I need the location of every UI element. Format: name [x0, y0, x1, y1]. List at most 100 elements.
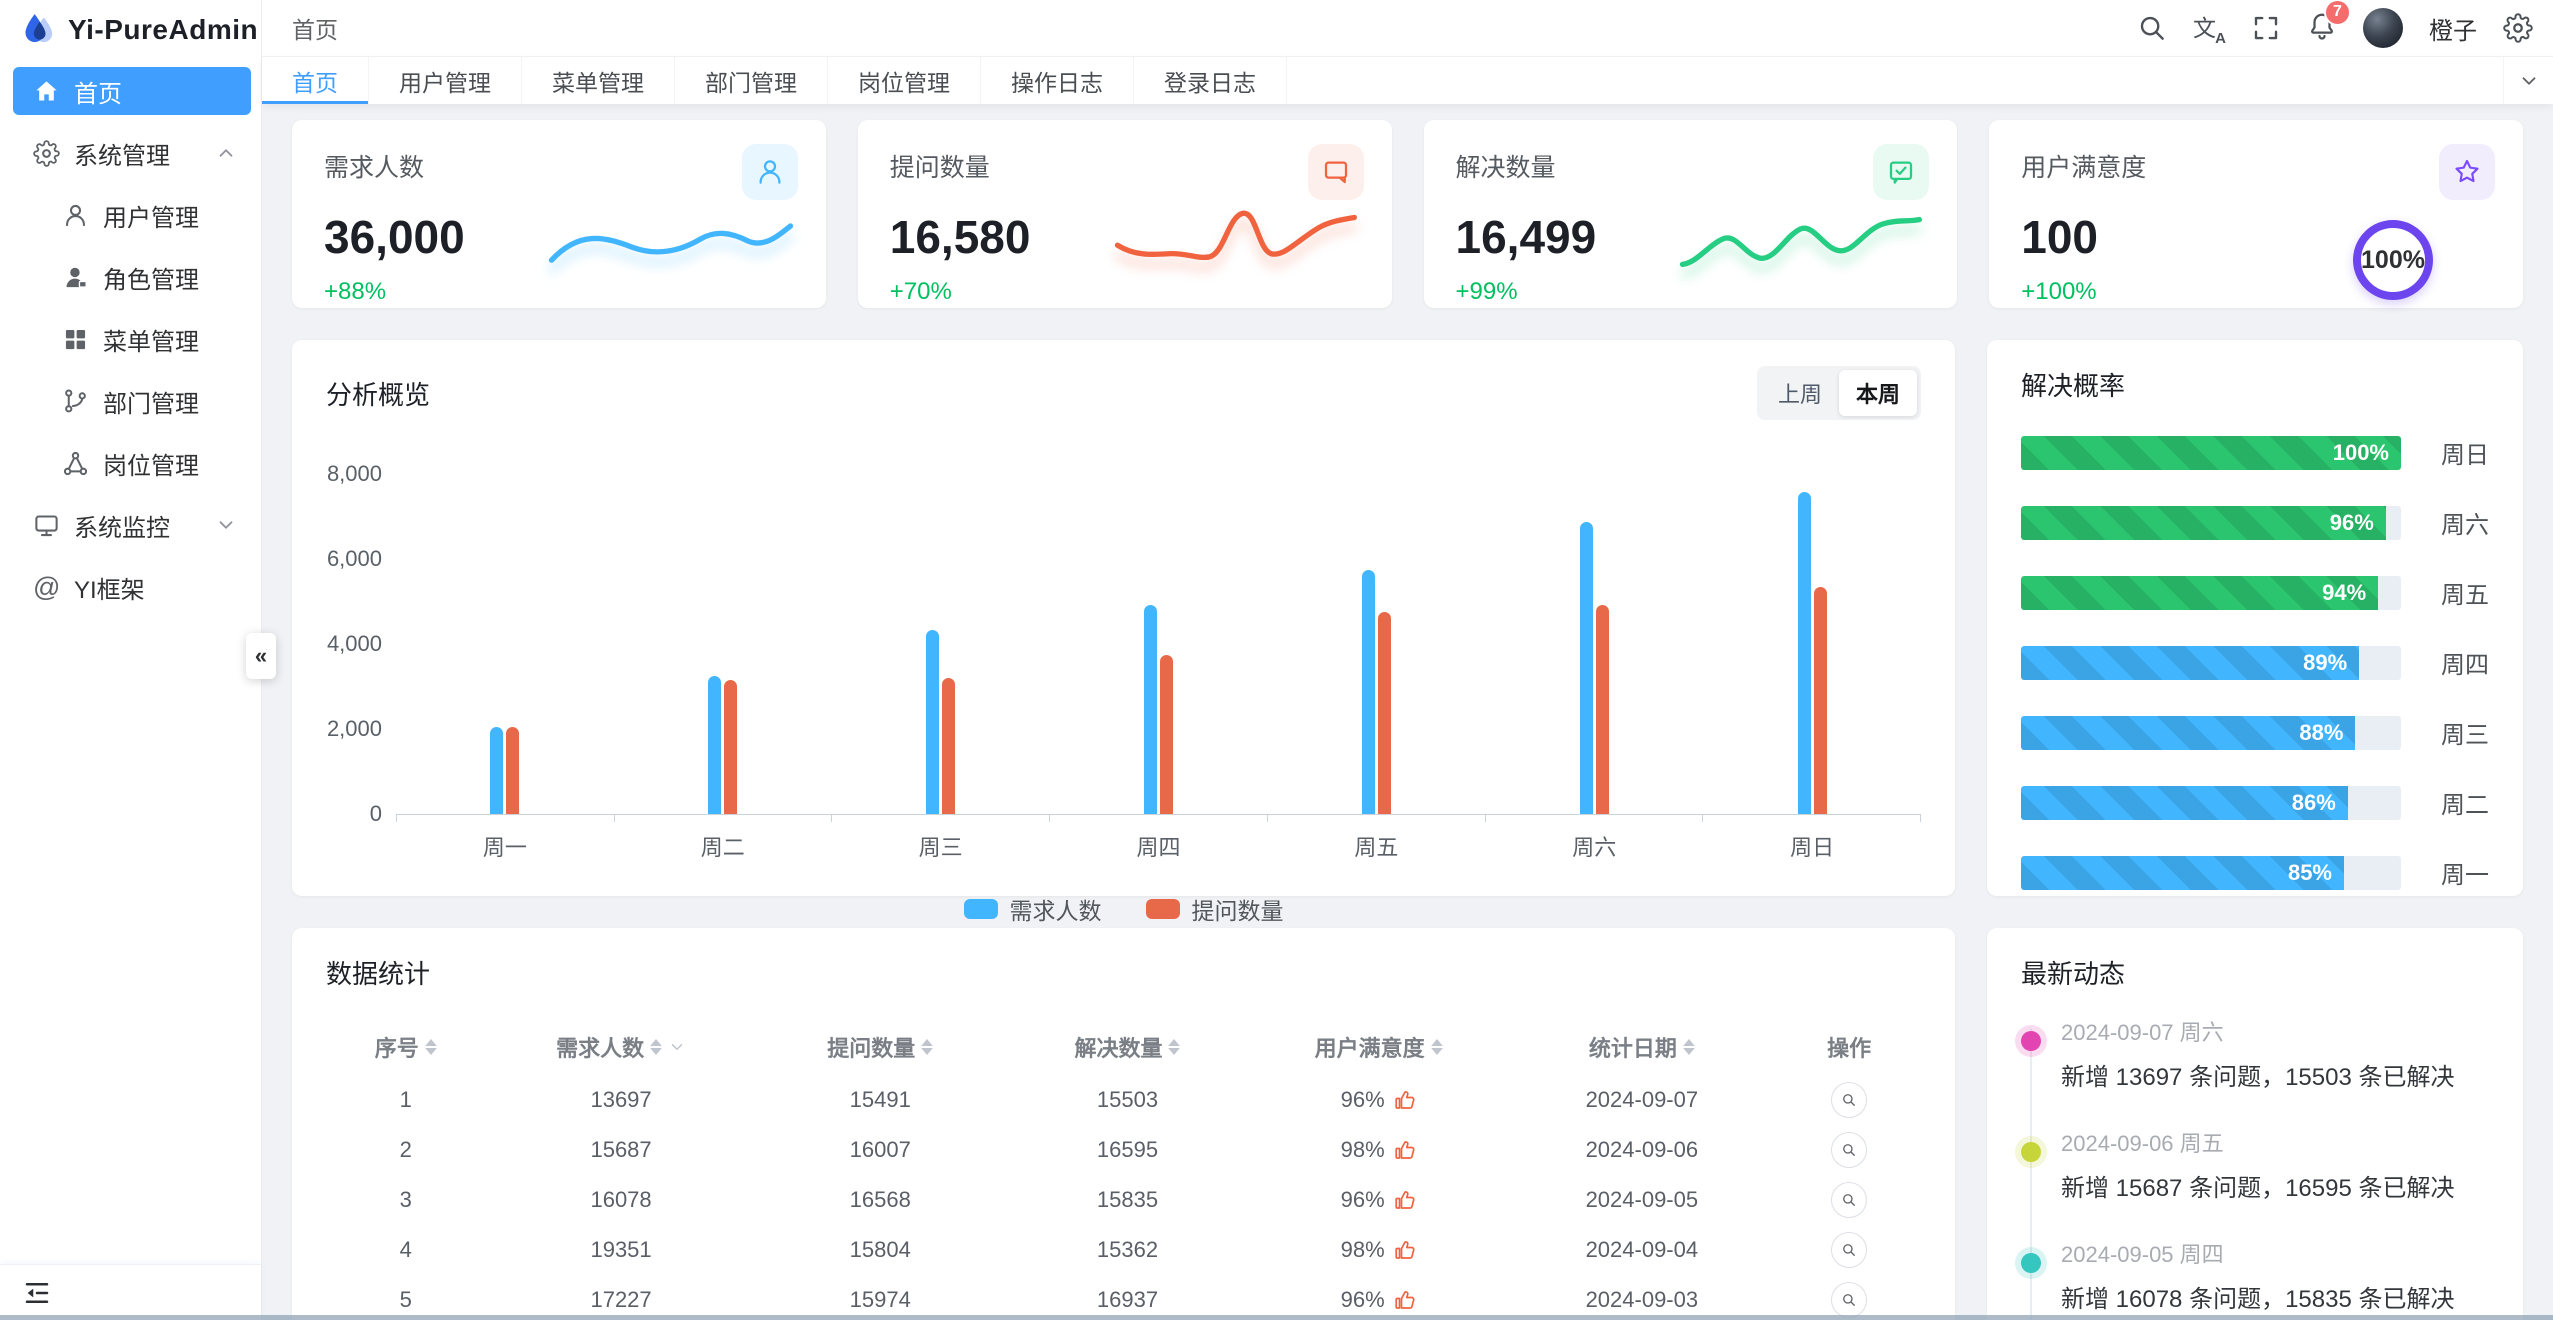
column-header-demand[interactable]: 需求人数 — [486, 1031, 757, 1063]
row-search-button[interactable] — [1831, 1232, 1868, 1268]
sidebar-item-label: 首页 — [74, 80, 122, 108]
tab-home[interactable]: 首页 — [262, 57, 369, 104]
panel-title: 分析概览 — [326, 379, 431, 410]
logo[interactable]: Yi-PureAdmin — [0, 0, 261, 60]
column-header-operation: 操作 — [1827, 1036, 1872, 1061]
sidebar-item-user-management[interactable]: 用户管理 — [0, 184, 261, 246]
grid-icon — [62, 326, 89, 353]
sidebar-item-menu-management[interactable]: 菜单管理 — [0, 308, 261, 370]
column-header-index[interactable]: 序号 — [326, 1031, 486, 1063]
last-week-button[interactable]: 上周 — [1761, 370, 1839, 416]
progress-label: 周日 — [2441, 442, 2489, 469]
tabs-dropdown-button[interactable] — [2503, 57, 2553, 104]
y-tick: 2,000 — [326, 716, 382, 741]
this-week-button[interactable]: 本周 — [1838, 370, 1917, 416]
sparkline-chart — [548, 223, 793, 263]
table-row: 5 17227 15974 16937 96% 2024-09-03 — [326, 1275, 1921, 1320]
probability-list: 100% 周日 96% 周六 94% 周五 89% — [2021, 435, 2489, 890]
bar — [708, 676, 722, 814]
sidebar-group-system-monitor[interactable]: 系统监控 — [0, 494, 261, 556]
username[interactable]: 橙子 — [2429, 17, 2477, 45]
axis-tick — [1486, 815, 1704, 822]
bar-chart: 8,000 6,000 4,000 2,000 0 周一 周二 周三 周四 周五 周六 周日 — [326, 461, 1922, 862]
x-axis-label: 周日 — [1790, 835, 1835, 860]
avatar[interactable] — [2363, 8, 2403, 48]
sparkline-chart — [1114, 210, 1357, 261]
bar — [1579, 522, 1593, 814]
stat-card-delta: +99% — [1455, 278, 1518, 305]
prob-row: 96% 周六 — [2021, 505, 2489, 540]
panel-title: 解决概率 — [2021, 371, 2126, 401]
notification-badge: 7 — [2324, 0, 2351, 26]
bottom-row: 数据统计 序号 需求人数 提问数量 解决数量 用户满意度 统计日期 操作 — [292, 928, 2523, 1320]
timeline-date: 2024-09-05 周四 — [2061, 1242, 2224, 1267]
settings-gear-icon[interactable] — [2503, 13, 2533, 43]
row-search-button[interactable] — [1831, 1082, 1868, 1118]
legend-label: 提问数量 — [1191, 898, 1284, 924]
sidebar-item-post-management[interactable]: 岗位管理 — [0, 432, 261, 494]
cell-solved: 15503 — [1096, 1087, 1159, 1112]
sidebar-item-home[interactable]: 首页 — [13, 67, 251, 115]
cell-demand: 13697 — [590, 1087, 652, 1112]
legend-label: 需求人数 — [1009, 898, 1102, 924]
analysis-overview-panel: 分析概览 上周 本周 8,000 6,000 4,000 2,000 0 — [292, 340, 1955, 924]
cell-index: 2 — [399, 1137, 412, 1162]
column-header-solved[interactable]: 解决数量 — [1004, 1031, 1251, 1063]
timeline-dot — [2021, 1031, 2041, 1051]
tab-login-log[interactable]: 登录日志 — [1134, 57, 1287, 104]
magnifier-icon — [1840, 1091, 1858, 1109]
fold-sidebar-icon[interactable] — [22, 1278, 52, 1308]
tab-user-management[interactable]: 用户管理 — [369, 57, 522, 104]
bar-group-2 — [614, 474, 832, 814]
bar — [1144, 605, 1157, 814]
prob-row: 88% 周三 — [2021, 715, 2489, 750]
bar — [490, 727, 504, 814]
cell-date: 2024-09-05 — [1585, 1187, 1699, 1212]
tab-menu-management[interactable]: 菜单管理 — [522, 57, 675, 104]
stat-card-value: 16,499 — [1455, 211, 1597, 263]
progress-value: 96% — [2329, 509, 2374, 535]
stat-cards-row: 需求人数 36,000 +88% 提问数量 16,580 +70% 解决数量 — [292, 120, 2523, 308]
tab-post-management[interactable]: 岗位管理 — [828, 57, 981, 104]
translate-icon[interactable]: 文 A — [2193, 15, 2226, 47]
fullscreen-icon[interactable] — [2251, 13, 2281, 43]
breadcrumb[interactable]: 首页 — [292, 17, 338, 43]
row-search-button[interactable] — [1831, 1132, 1868, 1168]
column-header-questions[interactable]: 提问数量 — [757, 1031, 1004, 1063]
stat-card-title: 需求人数 — [324, 154, 425, 182]
window-bottom-edge — [0, 1315, 2553, 1320]
x-axis-ticks — [396, 814, 1922, 822]
bar — [1361, 570, 1375, 814]
cell-index: 1 — [399, 1087, 412, 1112]
tab-operation-log[interactable]: 操作日志 — [981, 57, 1134, 104]
progress-label: 周二 — [2441, 792, 2489, 819]
cell-index: 5 — [399, 1287, 412, 1312]
search-icon[interactable] — [2137, 13, 2167, 43]
cell-questions: 15804 — [849, 1237, 911, 1262]
sidebar-item-department-management[interactable]: 部门管理 — [0, 370, 261, 432]
timeline-item: 2024-09-06 周五 新增 15687 条问题，16595 条已解决 — [2021, 1126, 2489, 1203]
tab-department-management[interactable]: 部门管理 — [675, 57, 828, 104]
row-search-button[interactable] — [1831, 1282, 1868, 1318]
column-header-date[interactable]: 统计日期 — [1506, 1031, 1777, 1063]
axis-tick — [1268, 815, 1486, 822]
stat-card-demand: 需求人数 36,000 +88% — [292, 120, 826, 308]
bar-group-4 — [1050, 474, 1268, 814]
sidebar-group-system-management[interactable]: 系统管理 — [0, 122, 261, 184]
prob-row: 100% 周日 — [2021, 435, 2489, 470]
timeline-text: 新增 15687 条问题，16595 条已解决 — [2061, 1175, 2455, 1202]
sidebar-item-role-management[interactable]: 角色管理 — [0, 246, 261, 308]
legend-item-demand[interactable]: 需求人数 — [963, 892, 1102, 926]
filter-chevron-icon[interactable] — [668, 1038, 686, 1056]
legend-item-questions[interactable]: 提问数量 — [1145, 892, 1284, 926]
cell-satisfaction: 98% — [1251, 1137, 1506, 1163]
cell-demand: 16078 — [590, 1187, 652, 1212]
row-search-button[interactable] — [1831, 1182, 1868, 1218]
sidebar-collapse-button[interactable]: « — [246, 633, 276, 679]
column-header-satisfaction[interactable]: 用户满意度 — [1251, 1031, 1506, 1063]
progress-label: 周三 — [2441, 722, 2489, 749]
timeline-dot — [2021, 1253, 2041, 1273]
sidebar-item-yi-framework[interactable]: @ YI框架 — [0, 556, 261, 618]
thumbs-up-icon — [1393, 1238, 1417, 1262]
notifications-button[interactable]: 7 — [2307, 0, 2351, 46]
